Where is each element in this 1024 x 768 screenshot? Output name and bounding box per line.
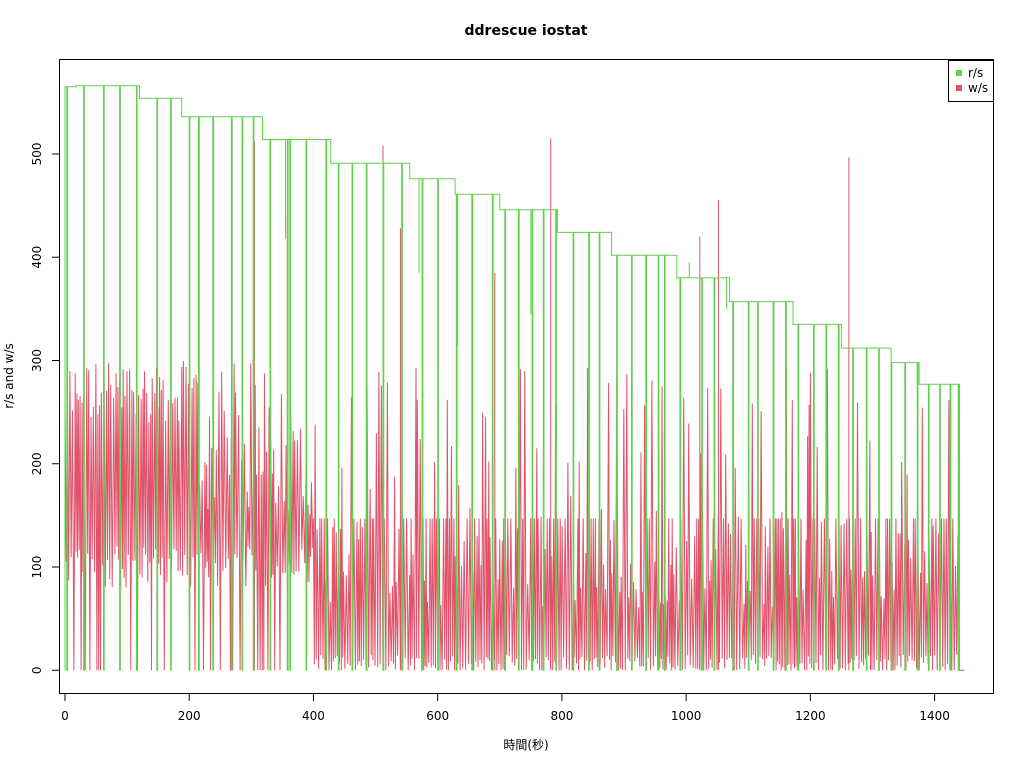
legend-swatch-rs <box>956 70 962 76</box>
y-axis-label: r/s and w/s <box>2 343 16 409</box>
x-tick-label-1400: 1400 <box>919 709 950 723</box>
x-tick-label-400: 400 <box>302 709 325 723</box>
y-axis: 0 100 200 300 400 500 <box>30 143 60 674</box>
legend-box <box>948 60 994 102</box>
series-line-rs <box>64 85 960 671</box>
y-tick-label-100: 100 <box>30 556 44 579</box>
x-axis-label: 時間(秒) <box>503 738 548 752</box>
x-tick-label-0: 0 <box>61 709 69 723</box>
series-layer <box>64 85 965 671</box>
y-tick-label-400: 400 <box>30 246 44 269</box>
y-tick-label-500: 500 <box>30 143 44 166</box>
x-tick-label-200: 200 <box>178 709 201 723</box>
x-tick-label-800: 800 <box>550 709 573 723</box>
y-tick-label-200: 200 <box>30 452 44 475</box>
y-tick-label-0: 0 <box>30 666 44 674</box>
x-axis: 0 200 400 600 800 1000 1200 1400 <box>61 693 950 723</box>
y-tick-label-300: 300 <box>30 349 44 372</box>
series-line-ws <box>64 361 960 671</box>
x-tick-label-1200: 1200 <box>795 709 826 723</box>
legend-swatch-ws <box>956 85 962 91</box>
x-tick-label-600: 600 <box>426 709 449 723</box>
legend-label-rs: r/s <box>968 66 983 80</box>
legend-label-ws: w/s <box>968 81 988 95</box>
chart-title: ddrescue iostat <box>465 23 588 39</box>
x-tick-label-1000: 1000 <box>671 709 702 723</box>
legend: r/s w/s <box>948 60 994 102</box>
